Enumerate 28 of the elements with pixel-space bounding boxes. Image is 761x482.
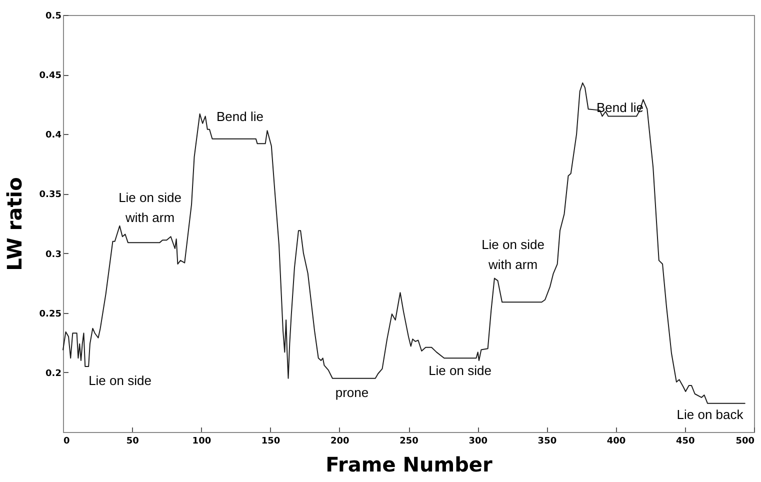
x-tick-label: 50 [126,436,139,446]
annotation: Lie on side with arm [482,237,544,272]
annotation: Lie on side [428,363,492,378]
x-tick-label: 0 [64,436,70,446]
annotation: Lie on side with arm [118,190,182,225]
x-tick-label: 200 [330,436,350,446]
x-axis-title: Frame Number [326,452,492,476]
y-tick-label: 0.2 [46,368,62,379]
annotation: prone [335,385,369,400]
x-tick-label: 350 [538,436,557,446]
y-tick-label: 0.25 [39,309,62,320]
annotation: Bend lie [216,109,264,124]
annotation: Lie on side [88,373,152,388]
y-tick-label: 0.4 [46,130,62,141]
line-series [62,82,746,404]
y-tick-label: 0.5 [46,12,62,22]
y-axis-title: LW ratio [2,177,26,271]
y-tick-label: 0.35 [39,190,62,200]
y-tick-label: 0.3 [46,250,62,260]
x-tick-label: 400 [606,436,626,446]
x-tick-label: 300 [468,436,488,446]
x-tick-label: 150 [261,436,280,446]
x-tick-label: 100 [192,436,212,446]
x-tick-label: 450 [676,436,695,446]
x-tick-label: 250 [400,436,418,446]
annotation: Lie on back [676,407,744,422]
y-tick-label: 0.45 [39,71,62,82]
x-tick-label: 500 [736,436,754,446]
